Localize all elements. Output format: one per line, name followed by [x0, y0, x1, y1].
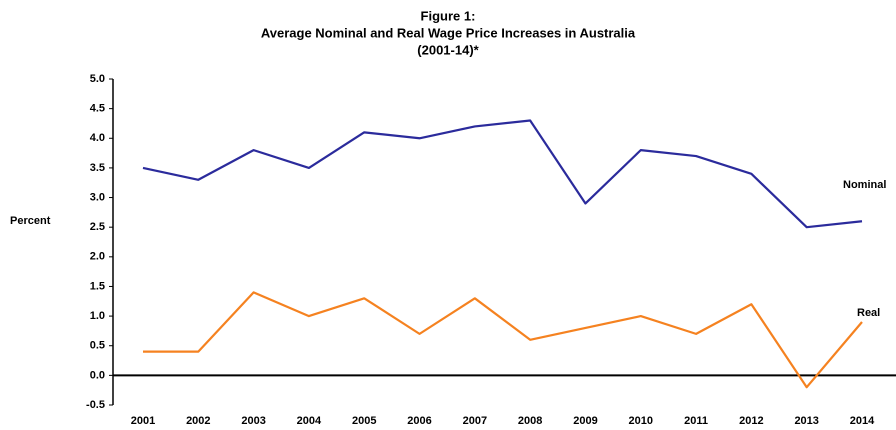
- x-tick-label: 2006: [407, 415, 431, 427]
- chart-title: Figure 1:: [421, 8, 476, 23]
- x-tick-label: 2008: [518, 415, 542, 427]
- y-tick-label: 3.5: [90, 162, 105, 174]
- y-tick-label: 4.5: [90, 103, 105, 115]
- x-tick-label: 2003: [241, 415, 265, 427]
- x-tick-label: 2011: [684, 415, 708, 427]
- series-label: Nominal: [843, 179, 886, 191]
- y-tick-label: -0.5: [86, 399, 105, 411]
- y-tick-label: 1.5: [90, 280, 105, 292]
- y-tick-label: 1.0: [90, 310, 105, 322]
- y-tick-label: 5.0: [90, 73, 105, 85]
- series-line: [142, 119, 863, 229]
- y-tick-label: 2.0: [90, 251, 105, 263]
- x-tick-label: 2014: [850, 415, 875, 427]
- x-tick-label: 2004: [297, 415, 322, 427]
- x-tick-label: 2002: [186, 415, 210, 427]
- y-tick-label: 2.5: [90, 221, 105, 233]
- x-tick-label: 2013: [794, 415, 818, 427]
- x-tick-label: 2005: [352, 415, 376, 427]
- y-tick-label: 0.5: [90, 340, 105, 352]
- series-label: Real: [857, 307, 880, 319]
- y-tick-label: 0.0: [90, 369, 105, 381]
- x-tick-label: 2010: [629, 415, 653, 427]
- x-tick-label: 2001: [131, 415, 155, 427]
- series-line: [143, 291, 863, 389]
- x-tick-label: 2009: [573, 415, 597, 427]
- y-tick-label: 3.0: [90, 191, 105, 203]
- chart-title: (2001-14)*: [417, 42, 479, 57]
- y-tick-label: 4.0: [90, 132, 105, 144]
- x-tick-label: 2012: [739, 415, 763, 427]
- y-axis-label: Percent: [10, 215, 51, 227]
- chart-title: Average Nominal and Real Wage Price Incr…: [261, 25, 636, 40]
- x-tick-label: 2007: [463, 415, 487, 427]
